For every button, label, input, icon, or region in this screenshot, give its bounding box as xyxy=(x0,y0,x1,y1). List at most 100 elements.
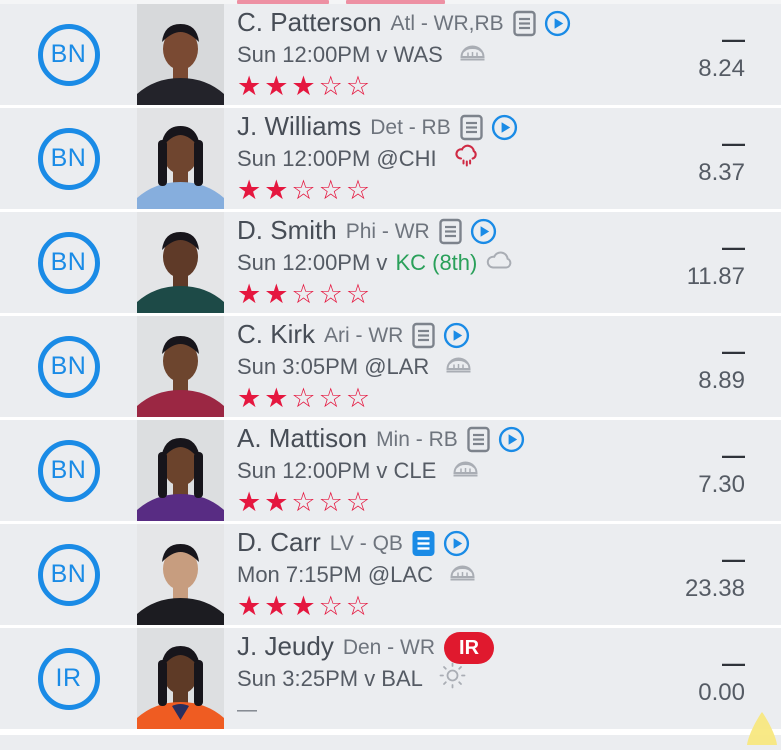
stat-column: — 8.24 xyxy=(633,28,781,81)
player-name-icons xyxy=(412,528,470,557)
star-rating: ★★☆☆☆ xyxy=(237,279,374,310)
player-note-icon[interactable] xyxy=(467,426,490,453)
slot-badge[interactable]: BN xyxy=(37,439,100,502)
player-note-icon-filled[interactable] xyxy=(412,530,435,557)
player-note-icon[interactable] xyxy=(438,218,462,245)
star-rating: ★★★☆☆ xyxy=(237,591,374,622)
rain-icon xyxy=(455,144,477,167)
rating-line: ★★☆☆☆ xyxy=(237,278,633,311)
slot-column: BN xyxy=(0,543,137,606)
slot-column: BN xyxy=(0,231,137,294)
player-note-icon[interactable] xyxy=(412,322,436,349)
player-photo-image xyxy=(137,4,224,105)
player-headshot[interactable] xyxy=(137,316,224,417)
player-headshot[interactable] xyxy=(137,4,224,105)
slot-column: IR xyxy=(0,647,137,710)
player-team-position: Det - RB xyxy=(370,116,451,139)
player-info: D. Carr LV - QB Mon 7:15PM @LAC ★★★☆☆ xyxy=(224,526,633,623)
weather-slot xyxy=(459,40,486,69)
player-name[interactable]: A. Mattison xyxy=(237,423,368,453)
star-rating: ★★☆☆☆ xyxy=(237,175,374,206)
game-info: Sun 12:00PM @CHI xyxy=(237,143,633,174)
game-info: Sun 3:05PM @LAR xyxy=(237,351,633,382)
player-name[interactable]: J. Jeudy xyxy=(237,631,334,661)
player-name[interactable]: D. Smith xyxy=(237,215,337,245)
slot-badge[interactable]: BN xyxy=(37,543,100,606)
stat-dash: — xyxy=(722,234,745,260)
player-photo-image xyxy=(137,108,224,209)
game-time-opponent: Sun 12:00PM v CLE xyxy=(237,457,437,483)
video-icon[interactable] xyxy=(443,322,470,349)
player-row[interactable]: BN A. Mattison Min - RB Sun 12:00PM v CL… xyxy=(0,420,781,521)
stadium-icon xyxy=(446,357,471,373)
player-name[interactable]: D. Carr xyxy=(237,527,321,557)
stat-column: — 11.87 xyxy=(633,236,781,289)
player-row[interactable]: BN C. Patterson Atl - WR,RB Sun 12:00PM … xyxy=(0,4,781,105)
player-headshot[interactable] xyxy=(137,108,224,209)
player-name[interactable]: C. Kirk xyxy=(237,319,315,349)
previous-row-star-tips xyxy=(0,0,781,4)
player-row[interactable]: BN C. Kirk Ari - WR Sun 3:05PM @LAR ★★☆☆… xyxy=(0,316,781,417)
stat-column: — 7.30 xyxy=(633,444,781,497)
slot-badge[interactable]: BN xyxy=(37,23,100,86)
stat-column: — 23.38 xyxy=(633,548,781,601)
player-row[interactable]: BN D. Carr LV - QB Mon 7:15PM @LAC ★★★☆☆… xyxy=(0,524,781,625)
player-note-icon[interactable] xyxy=(460,114,483,141)
player-info: J. Jeudy Den - WR IR Sun 3:25PM v BAL — xyxy=(224,630,633,727)
player-headshot[interactable] xyxy=(137,628,224,729)
player-name-icons xyxy=(438,216,497,245)
game-time-opponent: Sun 12:00PM v xyxy=(237,249,388,275)
player-headshot[interactable] xyxy=(137,524,224,625)
video-icon[interactable] xyxy=(491,114,518,141)
projected-points: 11.87 xyxy=(686,263,745,290)
player-row[interactable]: BN J. Williams Det - RB Sun 12:00PM @CHI… xyxy=(0,108,781,209)
rating-line: ★★☆☆☆ xyxy=(237,382,633,415)
video-icon[interactable] xyxy=(470,218,497,245)
slot-badge[interactable]: BN xyxy=(37,231,100,294)
game-info: Sun 12:00PM v CLE xyxy=(237,455,633,486)
game-time-opponent: Sun 3:25PM v BAL xyxy=(237,665,423,691)
player-headshot[interactable] xyxy=(137,420,224,521)
video-icon[interactable] xyxy=(498,426,525,453)
stat-dash: — xyxy=(722,650,745,676)
player-row[interactable]: IR J. Jeudy Den - WR IR Sun 3:25PM v BAL… xyxy=(0,628,781,729)
game-info: Sun 12:00PM v KC (8th) xyxy=(237,247,633,278)
player-info: C. Patterson Atl - WR,RB Sun 12:00PM v W… xyxy=(224,6,633,103)
star-rating: ★★☆☆☆ xyxy=(237,487,374,518)
stadium-icon xyxy=(460,45,485,61)
star-tip-fragment xyxy=(237,0,329,4)
weather-slot xyxy=(449,560,476,589)
rating-line: ★★☆☆☆ xyxy=(237,174,633,207)
stadium-icon xyxy=(450,565,475,581)
game-time-opponent: Sun 12:00PM v WAS xyxy=(237,41,443,67)
rating-line: — xyxy=(237,694,633,727)
player-info: J. Williams Det - RB Sun 12:00PM @CHI ★★… xyxy=(224,110,633,207)
slot-badge[interactable]: BN xyxy=(37,335,100,398)
player-name-line: C. Kirk Ari - WR xyxy=(237,318,633,351)
player-note-icon[interactable] xyxy=(512,10,536,37)
projected-points: 7.30 xyxy=(698,471,745,498)
slot-column: BN xyxy=(0,23,137,86)
player-row[interactable]: BN D. Smith Phi - WR Sun 12:00PM v KC (8… xyxy=(0,212,781,313)
video-icon[interactable] xyxy=(443,530,470,557)
row-divider xyxy=(0,729,781,735)
player-name-line: J. Jeudy Den - WR IR xyxy=(237,630,633,664)
slot-badge[interactable]: BN xyxy=(37,127,100,190)
stat-dash: — xyxy=(722,442,745,468)
video-icon[interactable] xyxy=(544,10,571,37)
slot-badge[interactable]: IR xyxy=(37,647,100,710)
slot-column: BN xyxy=(0,335,137,398)
rating-line: ★★☆☆☆ xyxy=(237,486,633,519)
player-name[interactable]: J. Williams xyxy=(237,111,362,141)
roster-list: BN C. Patterson Atl - WR,RB Sun 12:00PM … xyxy=(0,4,781,729)
player-name[interactable]: C. Patterson xyxy=(237,7,382,37)
injury-badge: IR xyxy=(444,632,495,664)
player-photo-image xyxy=(137,316,224,417)
weather-slot xyxy=(439,662,466,695)
player-name-icons xyxy=(467,424,525,453)
stat-dash: — xyxy=(722,546,745,572)
player-photo-image xyxy=(137,524,224,625)
player-team-position: Phi - WR xyxy=(345,220,430,243)
player-headshot[interactable] xyxy=(137,212,224,313)
